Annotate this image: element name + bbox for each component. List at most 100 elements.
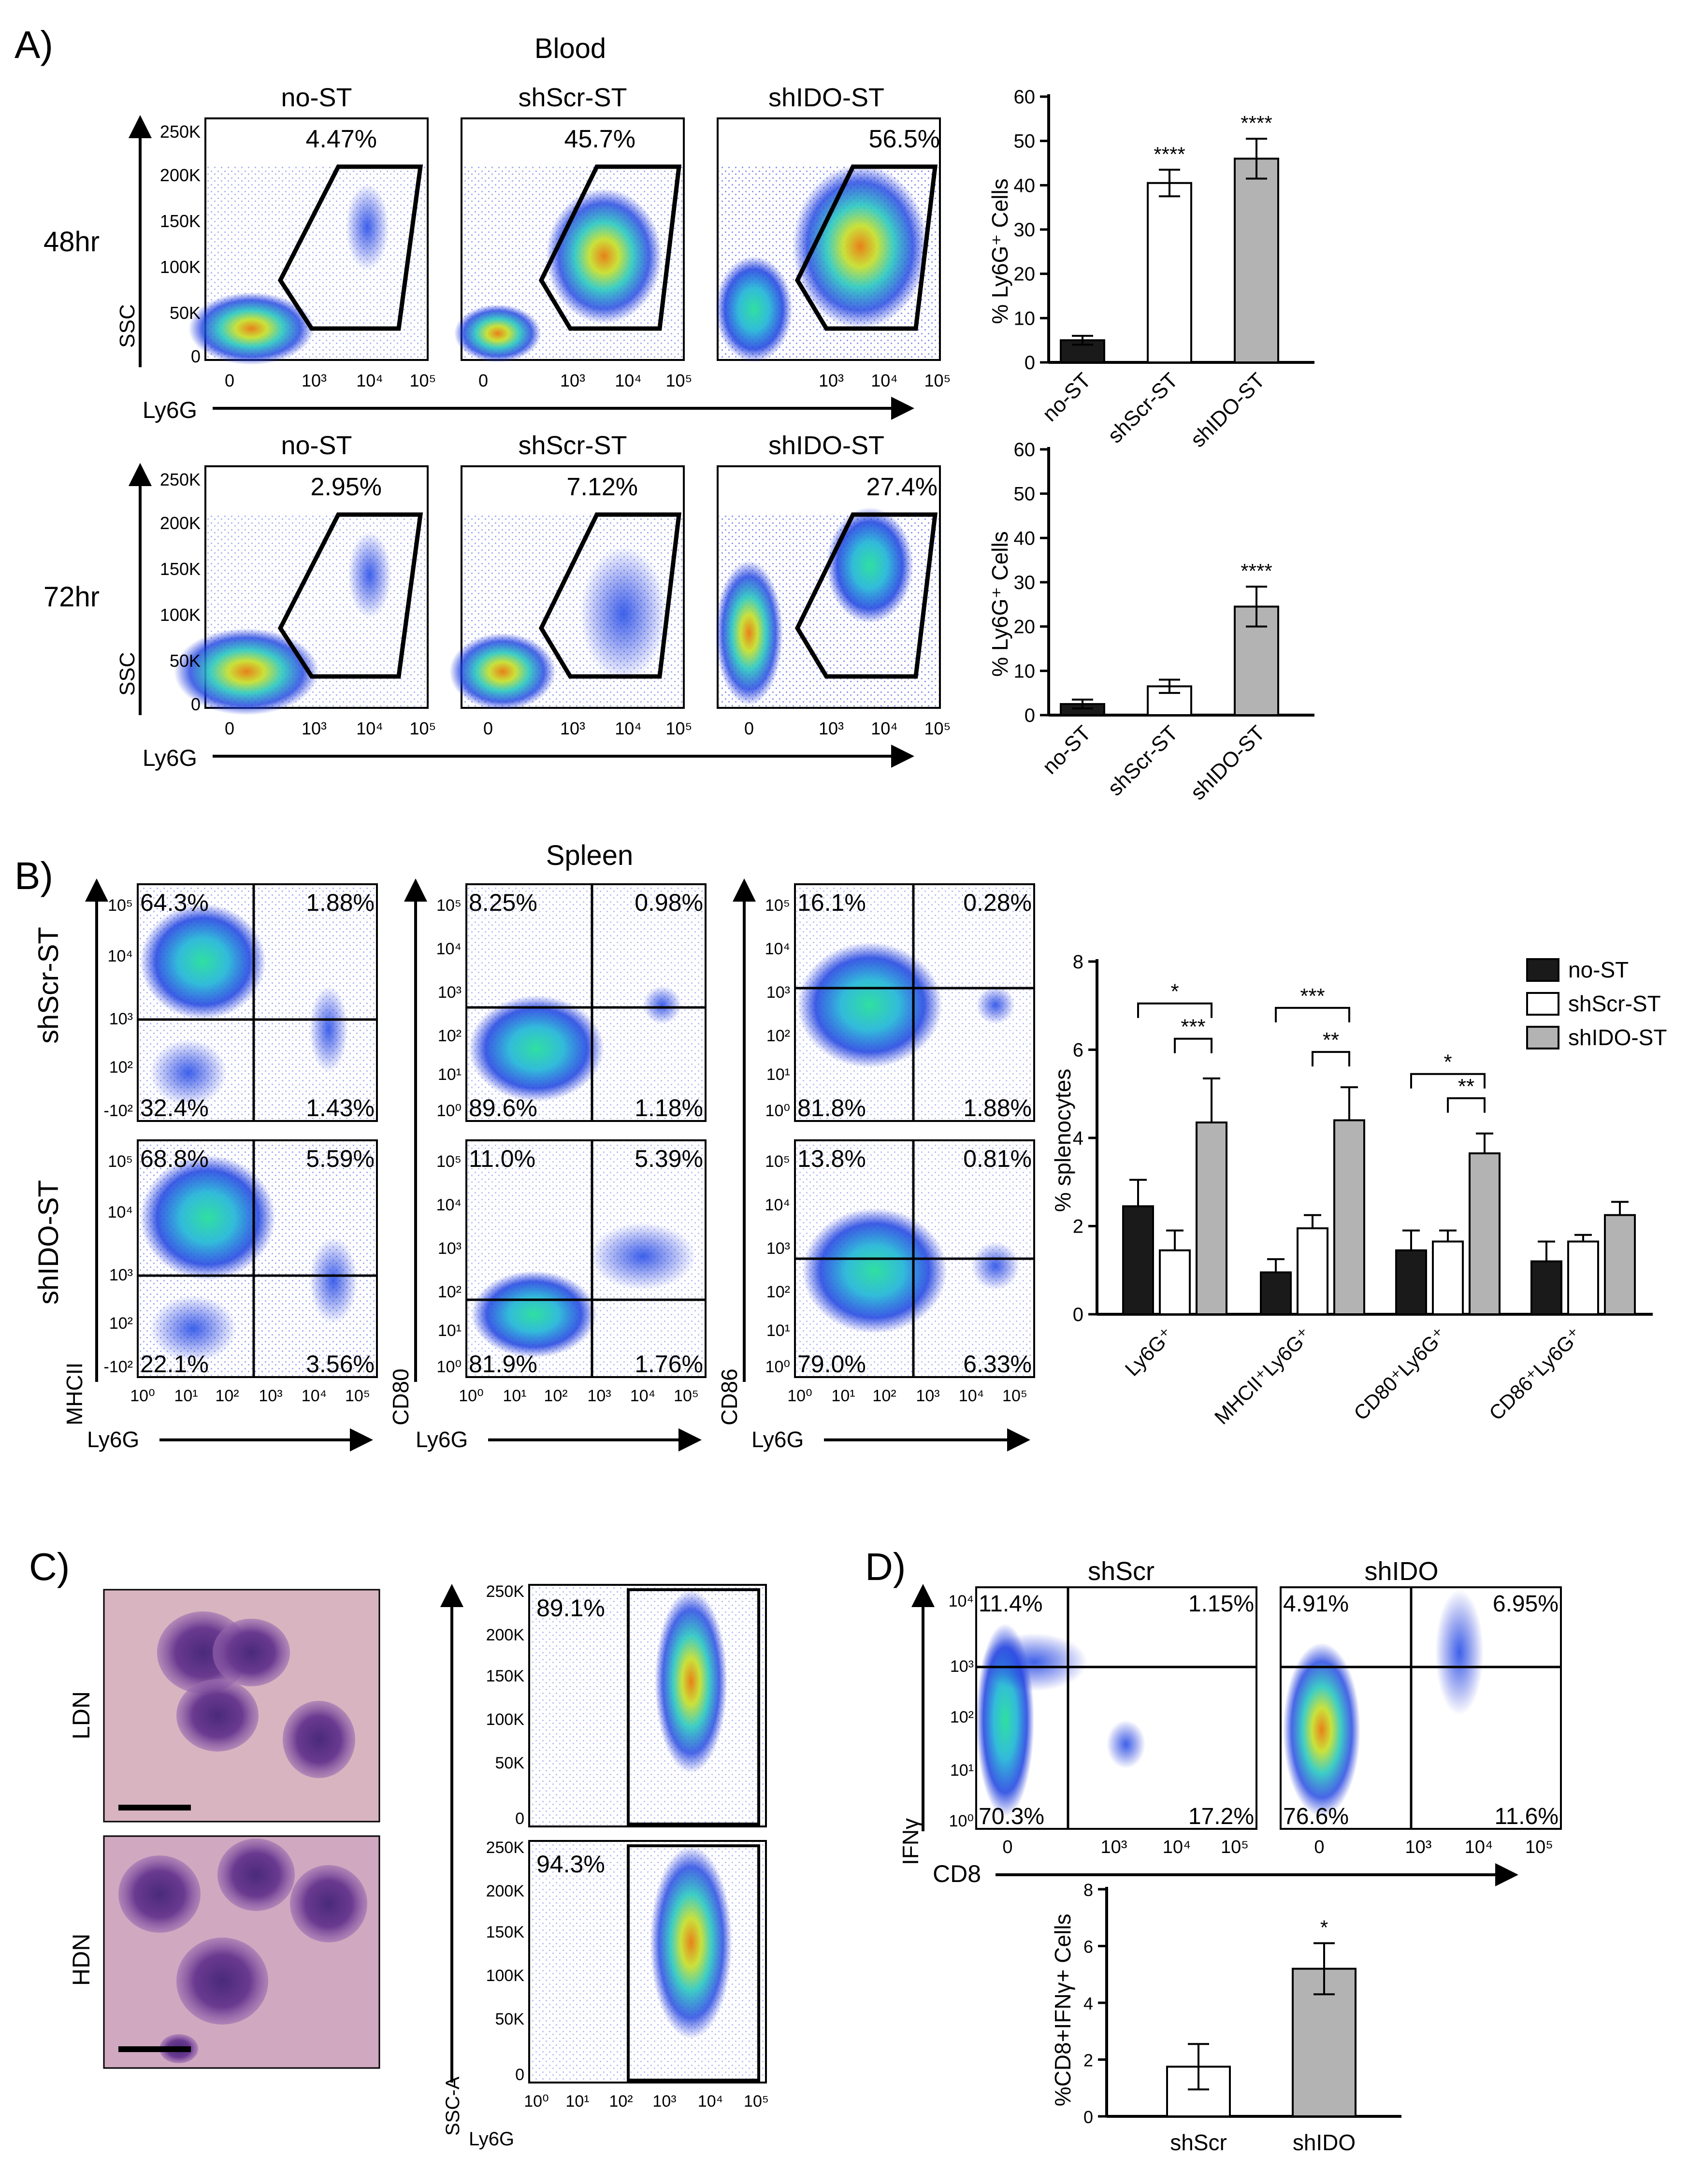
y-tick-label: 4 — [1073, 1128, 1083, 1149]
y-tick-label: 50 — [1014, 484, 1036, 505]
row-label-shscr-st: shScr-ST — [33, 927, 64, 1044]
row-label-48hr: 48hr — [43, 226, 100, 258]
log-tick: 10⁴ — [1465, 1837, 1493, 1857]
ssc-tick: 0 — [515, 1810, 524, 1828]
ssc-tick: 150K — [160, 211, 201, 231]
y-tick-label: 4 — [1083, 1994, 1093, 2013]
quadrant-ll: 81.8% — [797, 1094, 866, 1121]
log-tick: 10³ — [1101, 1837, 1127, 1857]
log-tick: 10⁴ — [959, 1387, 984, 1405]
quadrant-ul: 64.3% — [140, 889, 209, 916]
gate-percent: 45.7% — [564, 125, 635, 153]
y-axis-label: %CD8+IFNγ+ Cells — [1050, 1914, 1075, 2107]
significance-bracket — [1410, 1073, 1486, 1089]
x-axis-label-ly6g: Ly6G — [143, 398, 197, 423]
y-tick-label: 60 — [1014, 86, 1036, 108]
quadrant-ul: 11.4% — [979, 1591, 1043, 1617]
log-tick: 0 — [225, 371, 234, 390]
log-tick: 10⁵ — [666, 371, 693, 390]
bar-shIDO-ST — [1196, 1121, 1227, 1315]
y-tick-label: 10 — [1014, 308, 1036, 329]
panel-b-flow-plots: shScr-ST shIDO-ST 64.3% 1.88% 32.4% 1.43… — [33, 878, 1035, 1452]
mhc-tick: 10⁵ — [108, 1152, 133, 1171]
log-tick: 10⁵ — [744, 2092, 769, 2111]
y-axis-label-ifng: IFNγ — [898, 1818, 923, 1865]
bar-shScr-ST — [1147, 182, 1192, 363]
y-axis-label-ssc: SSC — [115, 304, 139, 348]
ssc-tick: 50K — [495, 2010, 525, 2028]
log-tick: 10² — [438, 1283, 462, 1301]
quadrant-ll: 70.3% — [979, 1804, 1044, 1829]
ssc-tick: 250K — [160, 122, 201, 142]
flow-plot-cd86-shscr: 16.1% 0.28% 81.8% 1.88% — [794, 883, 1035, 1122]
cond-label-72-no-st: no-ST — [281, 431, 352, 460]
log-tick: 10³ — [438, 1239, 462, 1258]
image-label-ldn: LDN — [68, 1691, 95, 1739]
ssc-tick: 200K — [486, 1626, 525, 1644]
log-tick: 10¹ — [438, 1322, 462, 1340]
category-label: CD86⁺Ly6G⁺ — [1485, 1323, 1586, 1424]
quadrant-lr: 1.88% — [963, 1094, 1032, 1121]
log-tick: 10⁴ — [765, 1196, 790, 1214]
bar-no-ST — [1260, 1271, 1292, 1315]
micrograph-hdn — [103, 1835, 380, 2069]
axes-a-72: SSC 250K 200K 150K 100K 50K 0 0 10³ 10⁴ … — [115, 463, 951, 771]
log-tick: 10⁴ — [698, 2092, 723, 2111]
log-tick: 10⁵ — [1525, 1837, 1553, 1857]
log-tick: 0 — [1314, 1837, 1324, 1857]
ssc-tick: 200K — [160, 513, 201, 533]
panel-c-letter: C) — [29, 1545, 70, 1588]
quadrant-lr: 17.2% — [1188, 1804, 1254, 1829]
log-tick: 10⁵ — [1221, 1837, 1249, 1857]
mhc-tick: 10² — [109, 1058, 133, 1077]
significance-label: * — [1320, 1916, 1328, 1939]
flow-plot-72-shscr-st: 7.12% — [449, 465, 685, 710]
significance-label: *** — [1181, 1015, 1205, 1039]
bar-chart-a-72hr: 0 10 20 30 40 50 60 % Ly6G⁺ Cells no-ST shScr-ST *… — [987, 439, 1314, 805]
category-label: MHCII⁺Ly6G⁺ — [1210, 1323, 1316, 1429]
log-tick: 10³ — [819, 371, 844, 390]
category-label: shIDO-ST — [1186, 721, 1270, 805]
bar-chart-d-cd8-ifng: 0 2 4 6 8 %CD8+IFNγ+ Cells shScr * shIDO — [1050, 1880, 1401, 2155]
gate-percent: 27.4% — [866, 473, 938, 501]
significance-bracket — [1275, 1006, 1350, 1022]
bar-shScr-ST — [1567, 1240, 1599, 1315]
log-tick: 10⁴ — [356, 718, 383, 738]
cond-label-shido: shIDO — [1364, 1557, 1438, 1586]
log-tick: 10² — [872, 1387, 896, 1405]
log-tick: 0 — [1002, 1837, 1012, 1857]
quadrant-ll: 22.1% — [140, 1351, 209, 1378]
d-x-ticks: 0 10³ 10⁴ 10⁵ 0 10³ 10⁴ 10⁵ — [1002, 1837, 1553, 1857]
quadrant-ll: 81.9% — [469, 1351, 537, 1378]
quadrant-ur: 1.88% — [306, 889, 375, 916]
quadrant-lr: 1.43% — [306, 1094, 375, 1121]
ssc-tick: 100K — [486, 1967, 525, 1985]
quadrant-ul: 8.25% — [469, 889, 537, 916]
y-tick-label: 2 — [1073, 1216, 1083, 1237]
mhc-tick: 10⁵ — [108, 896, 133, 915]
flow-plot-ifng-shscr: 11.4% 1.15% 70.3% 17.2% — [975, 1586, 1257, 1830]
cond-label-48-no-st: no-ST — [281, 83, 352, 112]
category-label: CD80⁺Ly6G⁺ — [1349, 1323, 1451, 1424]
log-tick: 10² — [766, 1027, 790, 1045]
legend-label: shIDO-ST — [1568, 1025, 1667, 1050]
ssc-tick: 50K — [170, 303, 201, 323]
log-tick: 0 — [225, 718, 234, 738]
log-tick: 10⁴ — [949, 1592, 974, 1610]
log-tick: 10² — [950, 1708, 974, 1726]
cond-label-72-shscr-st: shScr-ST — [518, 431, 627, 460]
panel-a-title: Blood — [534, 33, 606, 64]
bar-shScr-ST — [1432, 1240, 1464, 1315]
log-tick: 10⁰ — [949, 1812, 974, 1830]
log-tick: 10¹ — [950, 1761, 974, 1780]
ssc-tick: 0 — [515, 2066, 524, 2084]
flow-plot-48-shscr-st: 45.7% — [454, 117, 685, 362]
log-tick: 10¹ — [438, 1065, 462, 1084]
quadrant-ur: 1.15% — [1188, 1591, 1254, 1617]
significance-label: ** — [1458, 1075, 1474, 1098]
log-tick: 10⁴ — [436, 1196, 462, 1214]
ssc-tick: 250K — [486, 1582, 525, 1601]
y-tick-label: 0 — [1073, 1304, 1083, 1325]
log-tick: 10⁵ — [410, 371, 436, 390]
